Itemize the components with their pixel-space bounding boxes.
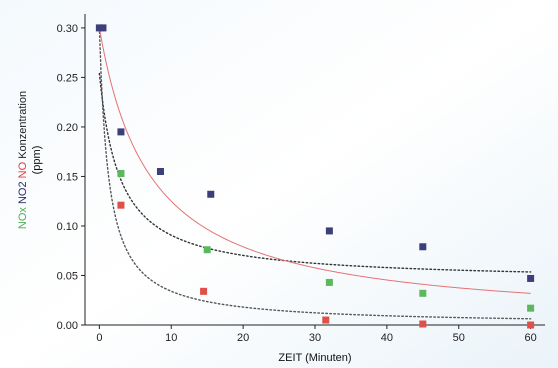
no2-point — [99, 24, 107, 32]
no2-point — [117, 128, 125, 136]
y-axis-title-part: NO2 — [17, 181, 29, 207]
x-tick-label: 0 — [96, 332, 102, 344]
no-fit-curve — [98, 27, 531, 294]
ticks: 0 10 20 30 40 50 60 0.00 0.05 0.10 0.15 0.20 0.25 0.3… — [57, 23, 537, 344]
y-axis-title-series: NOx NO2 NO Konzentration — [17, 91, 29, 229]
x-tick-label: 60 — [525, 332, 537, 344]
x-axis-title: ZEIT (Minuten) — [278, 352, 351, 364]
no-point — [117, 201, 125, 209]
y-axis-title-part: NO — [17, 161, 29, 181]
no2-point — [325, 227, 333, 235]
no2-point — [95, 24, 103, 32]
y-tick-label: 0.10 — [57, 221, 78, 233]
nox-fit-curve — [98, 27, 532, 320]
y-tick-label: 0.25 — [57, 72, 78, 84]
y-tick-label: 0.05 — [57, 270, 78, 282]
x-tick-label: 30 — [309, 332, 321, 344]
y-axis-title: NOx NO2 NO Konzentration (ppm) — [17, 91, 43, 229]
x-tick-label: 50 — [453, 332, 465, 344]
nox-point — [419, 289, 427, 297]
no-point — [322, 316, 330, 324]
nox-point — [117, 169, 125, 177]
no-point — [527, 321, 535, 329]
no2-fit-curve — [98, 72, 532, 273]
x-tick-label: 20 — [237, 332, 249, 344]
nox-point — [527, 304, 535, 312]
no2-point — [527, 274, 535, 282]
nox-point — [325, 278, 333, 286]
y-axis-title-unit: (ppm) — [31, 146, 43, 175]
y-tick-label: 0.15 — [57, 171, 78, 183]
no2-point — [156, 168, 164, 175]
y-tick-label: 0.20 — [57, 122, 78, 134]
y-axis-title-part: NOx — [17, 207, 29, 230]
nox-point — [203, 246, 211, 254]
data-points — [95, 24, 535, 329]
fit-curves — [98, 27, 532, 320]
no2-point — [207, 190, 215, 198]
no-point — [419, 320, 427, 328]
y-tick-label: 0.30 — [57, 23, 78, 35]
y-tick-label: 0.00 — [57, 320, 78, 332]
y-axis-title-part: Konzentration — [17, 91, 29, 162]
no2-point — [419, 243, 427, 251]
no-point — [200, 287, 208, 295]
x-tick-label: 40 — [381, 332, 393, 344]
x-tick-label: 10 — [165, 332, 177, 344]
